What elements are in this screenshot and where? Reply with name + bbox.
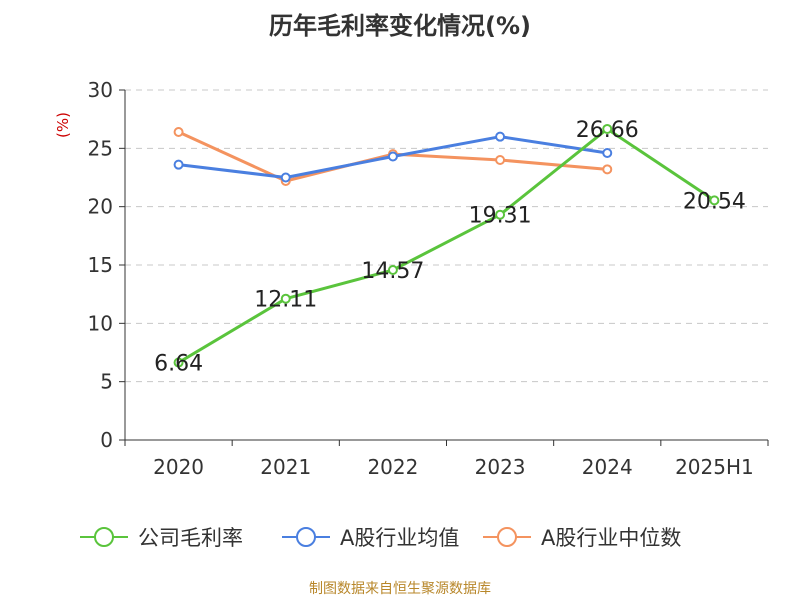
legend-marker-industry-median xyxy=(497,527,517,547)
y-tick-label: 10 xyxy=(88,311,113,335)
data-label: 6.64 xyxy=(154,352,203,377)
x-tick-label: 2025H1 xyxy=(675,455,754,479)
data-point-company xyxy=(602,123,613,134)
data-point-company xyxy=(709,195,720,206)
y-axis-label: (%) xyxy=(54,112,72,138)
data-label: 26.66 xyxy=(576,118,639,143)
legend-marker-industry-avg xyxy=(296,527,316,547)
data-label: 20.54 xyxy=(683,189,746,214)
y-tick-label: 30 xyxy=(88,78,113,102)
data-point-industry-avg xyxy=(495,131,506,142)
legend-label-company: 公司毛利率 xyxy=(138,526,243,550)
data-point-company xyxy=(280,293,291,304)
y-tick-label: 25 xyxy=(88,136,113,160)
x-tick-label: 2023 xyxy=(475,455,526,479)
x-tick-label: 2021 xyxy=(260,455,311,479)
data-point-industry-median xyxy=(495,155,506,165)
data-point-industry-avg xyxy=(280,172,291,183)
y-tick-label: 20 xyxy=(88,195,113,219)
data-point-company xyxy=(387,265,398,276)
legend-marker-company xyxy=(94,527,114,547)
data-point-industry-avg xyxy=(387,151,398,162)
y-tick-label: 5 xyxy=(100,370,113,394)
data-label: 19.31 xyxy=(469,204,532,229)
data-point-industry-avg xyxy=(173,159,184,170)
legend-label-industry-median: A股行业中位数 xyxy=(541,526,681,550)
y-tick-label: 0 xyxy=(100,428,113,452)
data-point-company xyxy=(173,357,184,368)
x-tick-label: 2024 xyxy=(582,455,633,479)
x-tick-label: 2022 xyxy=(367,455,418,479)
data-point-industry-avg xyxy=(602,148,613,158)
data-label: 14.57 xyxy=(361,259,424,284)
y-tick-label: 15 xyxy=(88,253,113,277)
data-point-industry-median xyxy=(173,127,184,137)
data-point-industry-median xyxy=(602,164,613,175)
series-line-company xyxy=(177,127,716,364)
data-source-footer: 制图数据来自恒生聚源数据库 xyxy=(309,581,491,597)
x-tick-label: 2020 xyxy=(153,455,204,479)
legend-label-industry-avg: A股行业均值 xyxy=(340,526,459,550)
data-point-company xyxy=(495,209,506,220)
data-label: 12.11 xyxy=(254,288,317,313)
chart-title: 历年毛利率变化情况(%) xyxy=(269,12,531,40)
